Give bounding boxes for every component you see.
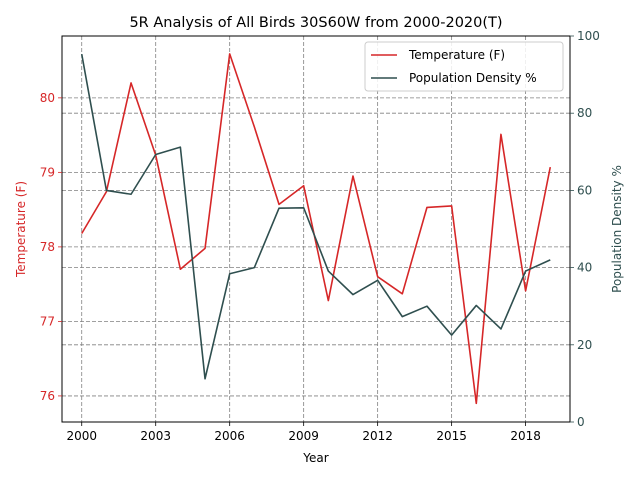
y-right-tick-label: 40	[577, 261, 592, 275]
temperature-line	[81, 53, 552, 405]
y-right-tick-label: 80	[577, 106, 592, 120]
x-tick-label: 2015	[436, 429, 467, 443]
x-tick-label: 2009	[288, 429, 319, 443]
legend-box	[364, 41, 564, 92]
right-y-axis-label: Population Density %	[610, 165, 624, 293]
y-left-tick-label: 76	[40, 389, 55, 403]
x-axis: 2000 2003 2006 2009 2012 2015 2018	[66, 422, 541, 443]
y-right-tick-label: 60	[577, 183, 592, 197]
x-tick-label: 2000	[66, 429, 97, 443]
chart-title: 5R Analysis of All Birds 30S60W from 200…	[129, 15, 502, 31]
y-left-tick-label: 79	[40, 165, 55, 179]
left-y-axis: 76 77 78 79 80	[40, 91, 62, 403]
x-tick-label: 2012	[362, 429, 393, 443]
y-left-tick-label: 80	[40, 91, 55, 105]
x-tick-label: 2003	[140, 429, 171, 443]
legend-temperature-label: Temperature (F)	[408, 48, 505, 62]
x-tick-label: 2018	[510, 429, 541, 443]
legend: Temperature (F) Population Density %	[364, 41, 564, 92]
x-tick-label: 2006	[214, 429, 245, 443]
y-right-tick-label: 100	[577, 29, 600, 43]
right-y-axis: 0 20 40 60 80 100	[570, 29, 600, 429]
y-right-tick-label: 0	[577, 415, 585, 429]
left-y-axis-label: Temperature (F)	[14, 181, 28, 278]
y-right-tick-label: 20	[577, 338, 592, 352]
population-density-line	[80, 53, 551, 380]
legend-population-label: Population Density %	[409, 71, 537, 85]
y-left-tick-label: 78	[40, 240, 55, 254]
y-left-tick-label: 77	[40, 314, 55, 328]
x-axis-label: Year	[302, 451, 328, 465]
series-lines	[80, 53, 552, 405]
plot-area-frame	[61, 35, 571, 423]
